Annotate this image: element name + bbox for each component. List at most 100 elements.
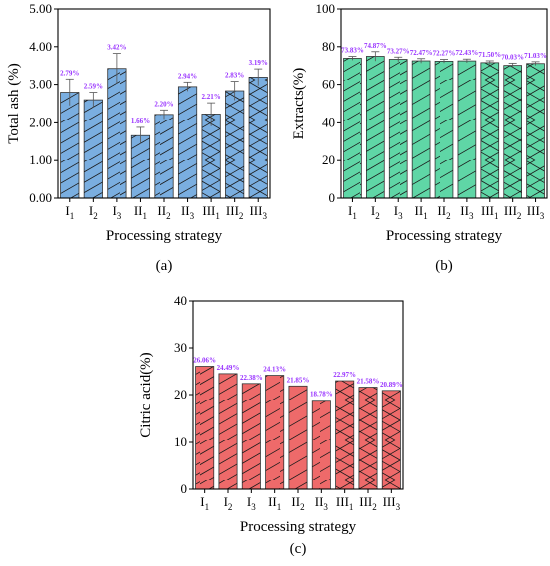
x-tick-label: I2 bbox=[371, 203, 380, 221]
bar-hatch bbox=[312, 400, 331, 489]
data-label: 74.87% bbox=[364, 42, 387, 50]
data-label: 18.78% bbox=[310, 391, 333, 399]
x-tick-label: I1 bbox=[65, 203, 74, 221]
bar-hatch bbox=[358, 387, 378, 489]
x-tick-label: III3 bbox=[527, 203, 545, 221]
y-axis-title: Total ash (%) bbox=[6, 63, 22, 144]
bar-hatch bbox=[343, 58, 362, 198]
data-label: 2.79% bbox=[60, 69, 79, 77]
bar-hatch bbox=[84, 100, 103, 198]
y-tick-label: 1.00 bbox=[29, 152, 52, 167]
data-label: 26.06% bbox=[193, 357, 216, 365]
data-label: 24.49% bbox=[217, 364, 240, 372]
bar-hatch bbox=[503, 65, 522, 198]
x-tick-label: II2 bbox=[291, 494, 304, 512]
bar-hatch bbox=[366, 56, 385, 199]
bar-hatch bbox=[201, 114, 221, 198]
x-tick-label: I3 bbox=[112, 203, 121, 221]
x-tick-label: II2 bbox=[157, 203, 170, 221]
data-label: 2.20% bbox=[154, 100, 173, 108]
bar-hatch bbox=[107, 68, 127, 198]
x-tick-label: III2 bbox=[504, 203, 522, 221]
y-tick-label: 3.00 bbox=[29, 77, 52, 92]
panel-3: 26.06% I1 24.49% I2 22.38% I3 24.13% II1 21.85% I… bbox=[138, 293, 404, 557]
bar-hatch bbox=[178, 86, 197, 198]
y-tick-label: 60 bbox=[322, 77, 335, 92]
y-tick-label: 30 bbox=[174, 340, 187, 355]
bar-hatch bbox=[389, 59, 408, 198]
x-tick-label: I2 bbox=[89, 203, 98, 221]
plot-frame bbox=[57, 8, 271, 199]
x-tick-label: I3 bbox=[247, 494, 256, 512]
x-tick-label: II3 bbox=[460, 203, 474, 221]
data-label: 21.85% bbox=[287, 376, 310, 384]
data-label: 73.27% bbox=[387, 47, 410, 55]
y-tick-label: 10 bbox=[174, 434, 187, 449]
y-tick-label: 2.00 bbox=[29, 114, 52, 129]
bar-hatch bbox=[249, 77, 268, 198]
x-tick-label: II3 bbox=[315, 494, 329, 512]
x-tick-label: I3 bbox=[394, 203, 403, 221]
x-tick-label: II1 bbox=[268, 494, 281, 512]
y-tick-label: 0.00 bbox=[29, 190, 52, 205]
x-tick-label: II1 bbox=[134, 203, 147, 221]
panel-2: 73.83% I1 74.87% I2 73.27% I3 72.47% II1 72.27% I… bbox=[291, 1, 548, 274]
panel-label: (b) bbox=[435, 258, 453, 274]
bar-hatch bbox=[265, 375, 284, 489]
bar-hatch bbox=[335, 381, 354, 489]
bar-hatch bbox=[225, 91, 244, 198]
data-label: 73.83% bbox=[341, 47, 364, 55]
data-label: 22.97% bbox=[333, 371, 356, 379]
bar-hatch bbox=[435, 61, 453, 198]
bar-hatch bbox=[131, 135, 150, 198]
x-tick-label: III1 bbox=[202, 203, 220, 221]
x-axis-title: Processing strategy bbox=[106, 228, 223, 244]
bar-hatch bbox=[412, 61, 431, 198]
x-axis-title: Processing strategy bbox=[386, 228, 503, 244]
data-label: 72.27% bbox=[433, 50, 456, 58]
x-tick-label: III3 bbox=[249, 203, 267, 221]
y-tick-label: 40 bbox=[174, 293, 187, 308]
plot-frame bbox=[340, 8, 548, 199]
data-label: 71.03% bbox=[524, 52, 547, 60]
y-axis-title: Extracts(%) bbox=[291, 68, 307, 140]
x-axis-title: Processing strategy bbox=[240, 519, 357, 535]
data-label: 2.83% bbox=[225, 72, 244, 80]
data-label: 2.21% bbox=[201, 93, 220, 101]
bar-hatch bbox=[154, 114, 174, 198]
bar-hatch bbox=[242, 383, 261, 489]
x-tick-label: III1 bbox=[336, 494, 354, 512]
data-label: 70.03% bbox=[501, 53, 524, 61]
bar-hatch bbox=[457, 61, 476, 198]
data-label: 21.58% bbox=[357, 378, 380, 386]
y-axis-title: Citric acid(%) bbox=[138, 352, 154, 437]
y-tick-label: 4.00 bbox=[29, 39, 52, 54]
x-tick-label: II2 bbox=[437, 203, 450, 221]
y-tick-label: 20 bbox=[174, 387, 187, 402]
data-label: 72.47% bbox=[410, 49, 433, 57]
data-label: 24.13% bbox=[263, 366, 286, 374]
panel-1: 2.79% I1 2.59% I2 3.42% I3 1.66% II1 2.20% II2 2.9… bbox=[6, 1, 271, 274]
y-tick-label: 100 bbox=[316, 1, 336, 16]
x-tick-label: III1 bbox=[481, 203, 499, 221]
data-label: 2.94% bbox=[178, 72, 197, 80]
data-label: 72.43% bbox=[456, 49, 479, 57]
data-label: 1.66% bbox=[131, 117, 150, 125]
x-tick-label: III2 bbox=[359, 494, 377, 512]
data-label: 3.19% bbox=[249, 59, 268, 67]
data-label: 2.59% bbox=[84, 83, 103, 91]
x-tick-label: III2 bbox=[226, 203, 244, 221]
data-label: 22.38% bbox=[240, 374, 263, 382]
data-label: 20.89% bbox=[380, 381, 403, 389]
data-label: 71.50% bbox=[478, 51, 501, 59]
x-tick-label: III3 bbox=[383, 494, 401, 512]
data-label: 3.42% bbox=[107, 44, 126, 52]
bar-hatch bbox=[288, 386, 308, 489]
panel-label: (a) bbox=[156, 258, 173, 274]
y-tick-label: 0 bbox=[329, 190, 336, 205]
x-tick-label: I2 bbox=[224, 494, 233, 512]
bar-hatch bbox=[218, 373, 238, 489]
y-tick-label: 5.00 bbox=[29, 1, 52, 16]
bar-hatch bbox=[526, 63, 545, 199]
